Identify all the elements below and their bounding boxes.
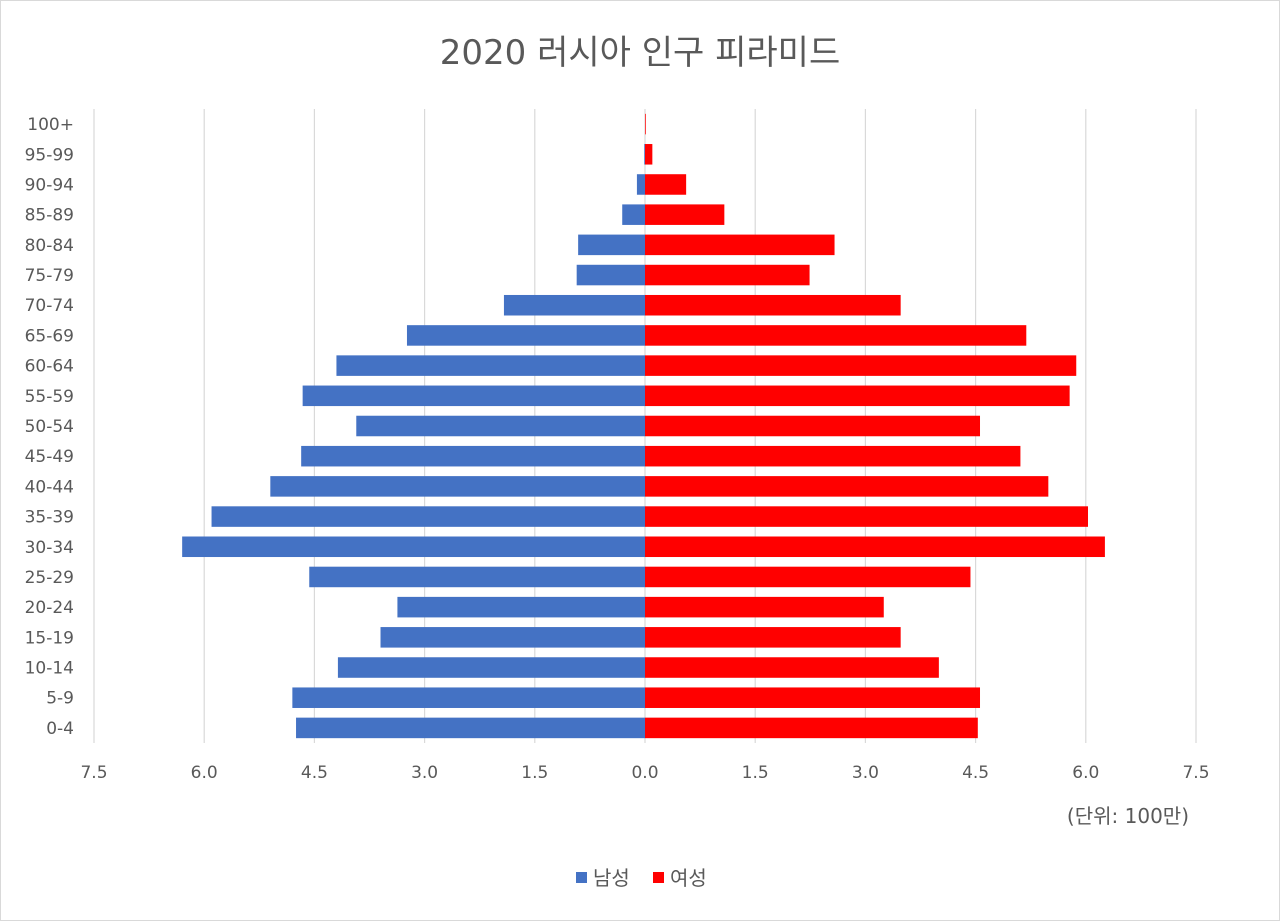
y-tick-label: 45-49 [25, 447, 74, 467]
bar-male [309, 566, 645, 588]
y-tick-label: 10-14 [25, 659, 74, 679]
y-tick-label: 25-29 [25, 568, 74, 588]
bar-female [645, 536, 1105, 558]
x-tick-label: 4.5 [301, 763, 328, 783]
bar-female [645, 294, 901, 316]
bar-female [645, 113, 646, 135]
x-tick-label: 6.0 [191, 763, 218, 783]
bar-male [296, 717, 645, 739]
bar-male [622, 204, 645, 225]
x-axis-tick-labels: 7.5 6.0 4.5 3.0 1.5 0.0 1.5 3.0 4.5 6.0 7.5 [80, 763, 1209, 783]
bar-male [578, 234, 645, 256]
y-tick-label: 100+ [27, 115, 74, 135]
bar-female [645, 204, 725, 225]
bar-male [636, 174, 645, 195]
x-tick-label: 7.5 [1182, 763, 1209, 783]
y-tick-label: 15-19 [25, 628, 74, 648]
bar-female [645, 325, 1027, 346]
bar-female [645, 627, 901, 648]
bar-male [406, 325, 645, 346]
bar-female [645, 717, 978, 739]
bar-female [645, 174, 687, 195]
y-tick-label: 30-34 [25, 538, 74, 558]
bar-female [645, 506, 1089, 527]
bar-male [302, 385, 645, 407]
bar-male [211, 506, 645, 527]
bar-male [337, 657, 645, 678]
bar-male [336, 355, 645, 376]
bar-male [576, 264, 645, 286]
x-tick-label: 1.5 [521, 763, 548, 783]
bar-female [645, 596, 884, 618]
bar-female [645, 415, 981, 437]
y-tick-label: 50-54 [25, 417, 74, 437]
y-tick-label: 55-59 [25, 387, 74, 407]
legend-label: 여성 [670, 866, 707, 890]
y-tick-label: 85-89 [25, 206, 74, 226]
x-tick-label: 1.5 [742, 763, 769, 783]
y-tick-label: 0-4 [46, 719, 74, 739]
x-tick-label: 6.0 [1072, 763, 1099, 783]
y-tick-label: 40-44 [25, 477, 74, 497]
bar-male [301, 445, 645, 467]
legend: 남성 여성 [576, 866, 707, 890]
bar-female [645, 264, 810, 286]
y-tick-label: 5-9 [46, 689, 74, 709]
x-tick-label: 4.5 [962, 763, 989, 783]
x-tick-label: 3.0 [411, 763, 438, 783]
bar-male [503, 294, 645, 316]
y-tick-label: 65-69 [25, 326, 74, 346]
bar-male [397, 596, 645, 618]
y-tick-label: 80-84 [25, 236, 74, 256]
bar-female [645, 385, 1070, 407]
legend-swatch [576, 872, 587, 883]
bar-male [356, 415, 645, 437]
bar-female [645, 355, 1077, 376]
bar-male [270, 476, 645, 497]
bars [182, 113, 1105, 739]
y-tick-label: 90-94 [25, 175, 74, 195]
y-tick-label: 35-39 [25, 508, 74, 528]
x-tick-label: 3.0 [852, 763, 879, 783]
bar-male [644, 144, 645, 165]
bar-male [292, 687, 645, 708]
unit-label: (단위: 100만) [1067, 804, 1189, 828]
bar-female [645, 657, 939, 678]
y-tick-label: 95-99 [25, 145, 74, 165]
bar-female [645, 445, 1021, 467]
y-tick-label: 70-74 [25, 296, 74, 316]
x-tick-label: 0.0 [631, 763, 658, 783]
chart-title: 2020 러시아 인구 피라미드 [440, 33, 840, 73]
x-tick-label: 7.5 [80, 763, 107, 783]
bar-female [645, 687, 981, 708]
legend-label: 남성 [593, 866, 630, 890]
bar-female [645, 234, 835, 256]
bar-female [645, 144, 653, 165]
y-tick-label: 60-64 [25, 357, 74, 377]
bar-female [645, 476, 1049, 497]
bar-male [182, 536, 645, 558]
y-axis-tick-labels: 0-4 5-9 10-14 15-19 20-24 25-29 30-34 35-39 40-4… [25, 115, 74, 739]
legend-swatch [653, 872, 664, 883]
bar-male [380, 627, 645, 648]
bar-female [645, 566, 971, 588]
y-tick-label: 20-24 [25, 598, 74, 618]
y-tick-label: 75-79 [25, 266, 74, 286]
